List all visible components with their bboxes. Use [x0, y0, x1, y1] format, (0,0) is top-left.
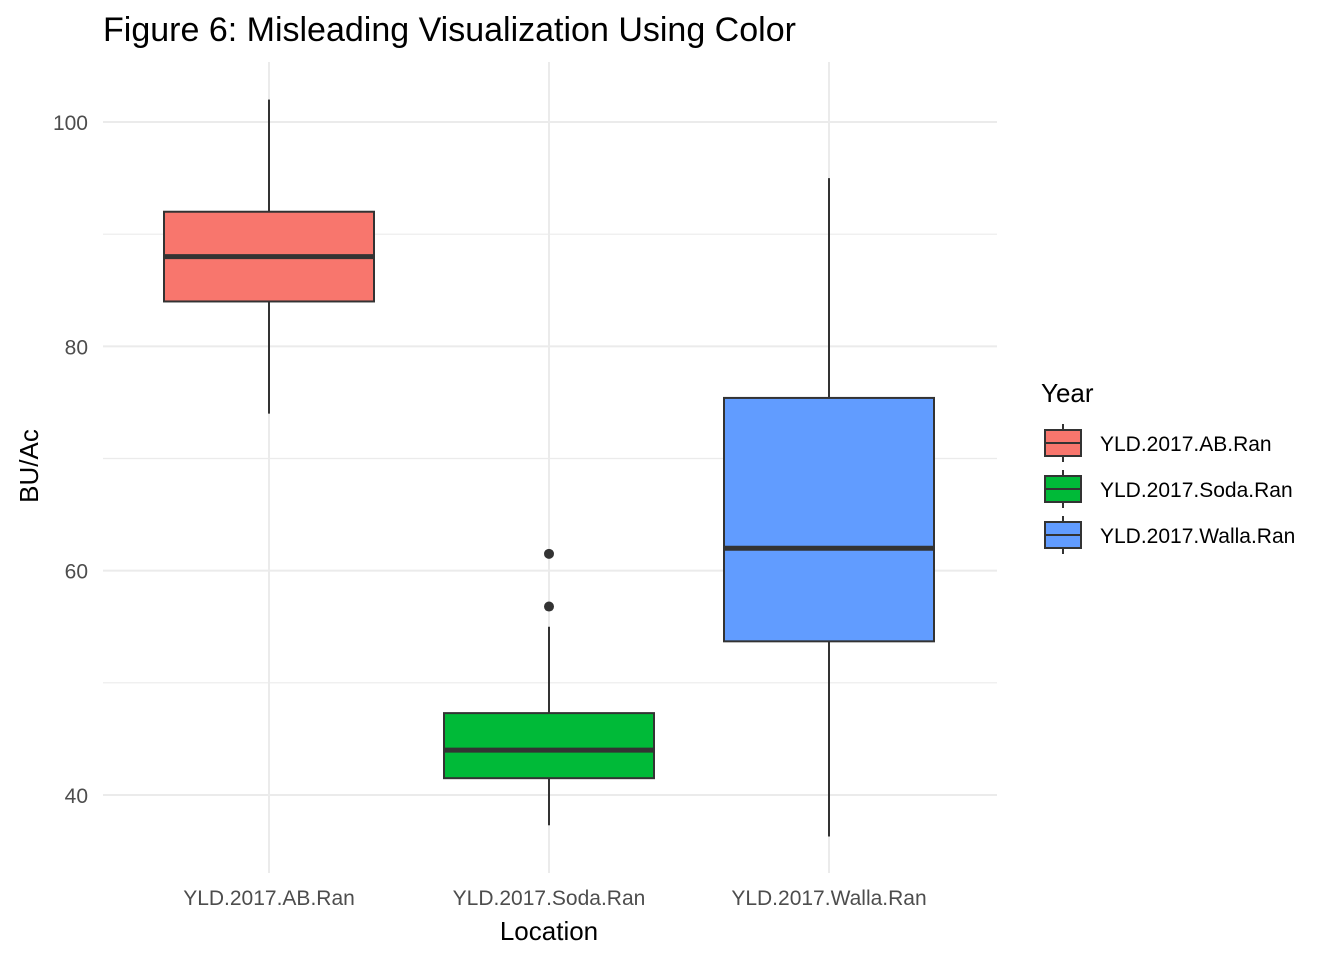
outlier-point	[544, 548, 554, 559]
legend-label: YLD.2017.Soda.Ran	[1100, 479, 1293, 502]
y-tick-label: 80	[65, 336, 88, 359]
box-body	[443, 712, 655, 780]
legend-items: YLD.2017.AB.Ran YLD.2017.Soda.Ran YLD.2017…	[1044, 424, 1295, 554]
y-axis-title: BU/Ac	[14, 429, 44, 503]
x-tick-label: YLD.2017.Soda.Ran	[453, 887, 646, 910]
chart-title: Figure 6: Misleading Visualization Using…	[103, 11, 796, 49]
outlier-point	[544, 601, 554, 612]
legend-label: YLD.2017.AB.Ran	[1100, 433, 1272, 456]
x-axis-ticks: YLD.2017.AB.Ran YLD.2017.Soda.Ran YLD.2017…	[183, 887, 926, 910]
x-tick-label: YLD.2017.AB.Ran	[183, 887, 355, 910]
boxes	[163, 99, 935, 837]
plot-panel: 40 60 80 100 YLD.2017.AB.Ran YLD.2017.Soda.R…	[53, 62, 997, 910]
box-body	[723, 396, 935, 643]
y-axis-ticks: 40 60 80 100	[53, 112, 88, 808]
y-tick-label: 40	[65, 785, 88, 808]
box-3	[723, 178, 935, 837]
legend-item: YLD.2017.Soda.Ran	[1044, 470, 1293, 508]
legend: Year YLD.2017.AB.RanYLD.2017.Soda.RanYLD…	[1041, 378, 1295, 554]
legend-item: YLD.2017.Walla.Ran	[1044, 516, 1295, 554]
box-2	[443, 548, 655, 826]
y-tick-label: 60	[65, 561, 88, 584]
legend-label: YLD.2017.Walla.Ran	[1100, 525, 1295, 548]
legend-item: YLD.2017.AB.Ran	[1044, 424, 1272, 462]
box-1	[163, 99, 375, 414]
x-tick-label: YLD.2017.Walla.Ran	[731, 887, 926, 910]
legend-title: Year	[1041, 378, 1094, 408]
x-axis-title: Location	[500, 916, 598, 946]
y-tick-label: 100	[53, 112, 88, 135]
